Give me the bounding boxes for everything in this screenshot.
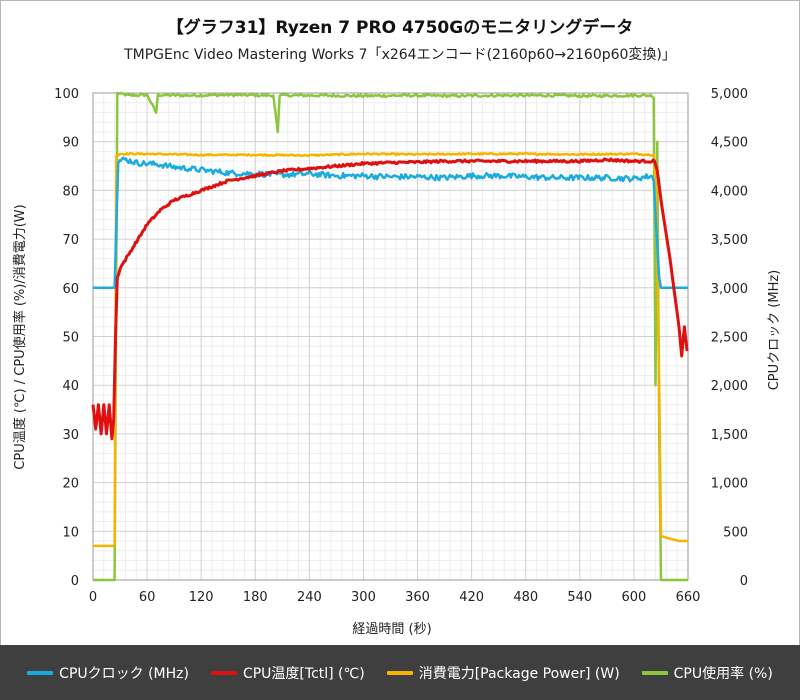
- legend-swatch-cpu-clock: [27, 670, 54, 675]
- legend-item-cpu-clock: CPUクロック (MHz): [27, 663, 189, 683]
- x-tick-label: 180: [243, 590, 268, 605]
- y-right-tick-label: 4,000: [711, 184, 748, 199]
- series-line-cpu-usage: [93, 91, 688, 582]
- series-line-package-power: [93, 151, 688, 548]
- x-tick-label: 360: [405, 590, 430, 605]
- y-axis-right-label: CPUクロック (MHz): [767, 270, 782, 391]
- plot-area-border: [92, 92, 689, 581]
- x-tick-label: 420: [459, 590, 484, 605]
- y-right-tick-label: 500: [723, 525, 748, 540]
- y-right-tick-label: 3,000: [711, 282, 748, 297]
- series-line-cpu-clock: [93, 156, 688, 290]
- y-left-tick-label: 90: [62, 136, 79, 151]
- chart-subtitle: TMPGEnc Video Mastering Works 7「x264エンコー…: [124, 47, 676, 63]
- y-left-tick-label: 50: [62, 331, 79, 346]
- y-left-tick-label: 30: [62, 428, 79, 443]
- x-tick-label: 540: [567, 590, 592, 605]
- y-left-tick-label: 70: [62, 233, 79, 248]
- y-right-tick-label: 1,500: [711, 428, 748, 443]
- x-tick-label: 600: [621, 590, 646, 605]
- y-right-tick-label: 5,000: [711, 87, 748, 102]
- chart-title: 【グラフ31】Ryzen 7 PRO 4750Gのモニタリングデータ: [166, 18, 634, 38]
- y-right-tick-label: 2,000: [711, 379, 748, 394]
- y-left-tick-label: 40: [62, 379, 79, 394]
- y-right-tick-label: 1,000: [711, 477, 748, 492]
- y-left-tick-label: 60: [62, 282, 79, 297]
- legend-label-cpu-usage: CPU使用率 (%): [673, 665, 773, 682]
- series-layer: [91, 91, 689, 582]
- x-tick-label: 480: [513, 590, 538, 605]
- x-tick-label: 660: [676, 590, 701, 605]
- y-left-tick-label: 100: [54, 87, 79, 102]
- legend-label-package-power: 消費電力[Package Power] (W): [418, 665, 620, 682]
- x-tick-label: 240: [297, 590, 322, 605]
- axis-layer: 0 60 120 180 240 300 360 420 480 540 600 6600102030…: [54, 87, 748, 605]
- y-axis-left-label: CPU温度 (℃) / CPU使用率 (%)/消費電力(W): [12, 204, 28, 469]
- legend-swatch-package-power: [386, 670, 413, 675]
- y-left-tick-label: 10: [62, 525, 79, 540]
- series-line-cpu-temp: [91, 157, 689, 441]
- x-tick-label: 300: [351, 590, 376, 605]
- legend: CPUクロック (MHz) CPU温度[Tctl] (℃) 消費電力[Packa…: [0, 645, 800, 700]
- y-left-tick-label: 80: [62, 184, 79, 199]
- x-tick-label: 0: [89, 590, 97, 605]
- chart-svg: 0 60 120 180 240 300 360 420 480 540 600 6600102030…: [12, 87, 782, 637]
- legend-label-cpu-clock: CPUクロック (MHz): [59, 665, 189, 682]
- legend-item-package-power: 消費電力[Package Power] (W): [386, 663, 620, 683]
- legend-swatch-cpu-usage: [641, 670, 668, 675]
- y-left-tick-label: 20: [62, 477, 79, 492]
- legend-item-cpu-usage: CPU使用率 (%): [641, 663, 773, 683]
- y-left-tick-label: 0: [71, 574, 79, 589]
- legend-swatch-cpu-temp: [210, 670, 237, 675]
- y-right-tick-label: 0: [740, 574, 748, 589]
- legend-label-cpu-temp: CPU温度[Tctl] (℃): [242, 665, 365, 682]
- y-right-tick-label: 2,500: [711, 331, 748, 346]
- x-tick-label: 60: [139, 590, 156, 605]
- y-right-tick-label: 4,500: [711, 136, 748, 151]
- x-tick-label: 120: [189, 590, 214, 605]
- y-right-tick-label: 3,500: [711, 233, 748, 248]
- legend-item-cpu-temp: CPU温度[Tctl] (℃): [210, 663, 365, 683]
- x-axis-label: 経過時間 (秒): [352, 622, 431, 637]
